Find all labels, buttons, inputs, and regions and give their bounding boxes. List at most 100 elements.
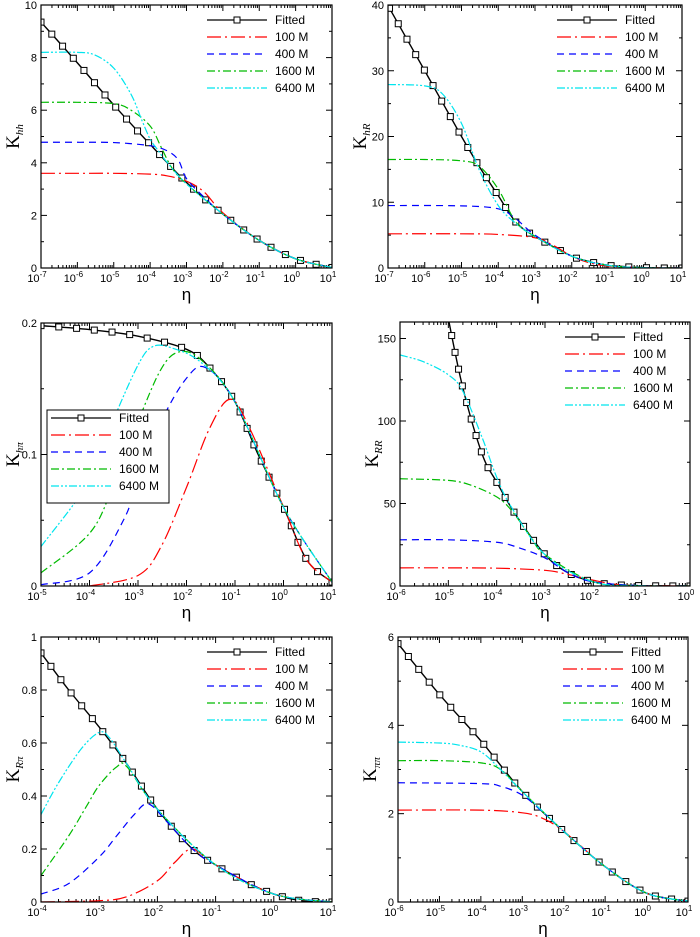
x-tick-label: 10-3 xyxy=(173,270,193,285)
x-tick-label: 10-5 xyxy=(100,270,120,285)
fitted-marker xyxy=(455,365,463,373)
legend-label: 400 M xyxy=(275,47,308,61)
legend-label: 1600 M xyxy=(275,696,315,710)
fitted-marker xyxy=(41,323,45,330)
fitted-marker xyxy=(314,568,322,576)
fitted-marker xyxy=(429,82,437,90)
fitted-marker xyxy=(41,649,45,657)
y-tick-label: 4 xyxy=(31,158,37,170)
legend-label: Fitted xyxy=(633,330,663,344)
fitted-marker xyxy=(119,754,127,762)
fitted-marker xyxy=(167,822,175,830)
y-tick-label: 8 xyxy=(31,53,37,65)
fitted-marker xyxy=(448,332,456,340)
fitted-marker xyxy=(404,652,412,660)
legend-label: 6400 M xyxy=(275,713,315,727)
y-tick-label: 4 xyxy=(388,720,394,732)
series-line-1600-m xyxy=(41,350,332,583)
plot-area xyxy=(388,5,682,268)
x-tick-label: 10-6 xyxy=(386,588,406,603)
fitted-marker xyxy=(143,334,151,342)
x-tick-label: 10-1 xyxy=(221,588,241,603)
x-tick-label: 10-1 xyxy=(246,270,266,285)
legend-label: 400 M xyxy=(275,679,308,693)
x-tick-label: 10-4 xyxy=(76,588,96,603)
x-tick-label: 10-1 xyxy=(595,270,615,285)
y-tick-label: 6 xyxy=(31,105,37,117)
y-tick-label: 50 xyxy=(384,499,396,511)
fitted-marker xyxy=(108,328,116,336)
fitted-marker xyxy=(112,103,120,111)
fitted-marker xyxy=(88,715,96,723)
y-tick-label: 2 xyxy=(388,809,394,821)
series-line-6400-m xyxy=(41,731,332,902)
legend-label: 6400 M xyxy=(633,398,673,412)
fitted-marker xyxy=(472,432,480,440)
y-tick-label: 1 xyxy=(31,632,37,644)
legend-label: 1600 M xyxy=(633,381,673,395)
legend-label: 400 M xyxy=(633,364,666,378)
fitted-marker xyxy=(126,331,134,339)
fitted-marker xyxy=(123,115,131,123)
legend-label: 1600 M xyxy=(275,64,315,78)
x-tick-label: 101 xyxy=(676,904,693,919)
fitted-marker xyxy=(90,326,98,334)
fitted-marker xyxy=(510,508,518,516)
x-axis-label: η xyxy=(530,285,539,304)
x-tick-label: 10-4 xyxy=(483,588,503,603)
y-tick-label: 0 xyxy=(388,897,394,909)
x-tick-label: 10-5 xyxy=(435,588,455,603)
plot-frame xyxy=(387,4,683,269)
x-tick-label: 10-6 xyxy=(64,270,84,285)
fitted-marker xyxy=(464,143,472,151)
fitted-marker xyxy=(436,691,444,699)
series-line-1600-m xyxy=(41,101,332,268)
x-tick-label: 10-5 xyxy=(426,904,446,919)
legend-label: 1600 M xyxy=(631,696,671,710)
x-tick-label: 100 xyxy=(633,270,650,285)
legend: Fitted 100 M 400 M 1600 M 6400 M xyxy=(557,13,665,95)
x-tick-label: 10-1 xyxy=(628,588,648,603)
y-tick-label: 6 xyxy=(388,632,394,644)
plot-area xyxy=(41,18,332,268)
y-axis-label: Khh xyxy=(3,124,26,149)
plot-area xyxy=(398,640,688,902)
legend-label: 6400 M xyxy=(631,713,671,727)
legend-label: 100 M xyxy=(633,347,666,361)
x-tick-label: 10-5 xyxy=(448,270,468,285)
legend-marker xyxy=(77,414,85,422)
fitted-marker xyxy=(178,343,186,351)
y-tick-label: 20 xyxy=(372,132,384,144)
series-line-6400-m xyxy=(41,51,332,268)
x-tick-label: 100 xyxy=(261,904,278,919)
fitted-marker xyxy=(193,351,201,359)
fitted-marker xyxy=(477,448,485,456)
fitted-marker xyxy=(686,582,690,586)
fitted-marker xyxy=(420,66,428,74)
fitted-marker xyxy=(41,18,45,26)
legend-label: 100 M xyxy=(275,30,308,44)
legend: Fitted 100 M 400 M 1600 M 6400 M xyxy=(565,330,673,412)
y-tick-label: 0 xyxy=(31,263,37,275)
x-axis-label: η xyxy=(538,919,547,937)
series-line-400-m xyxy=(400,539,690,586)
x-tick-label: 10-4 xyxy=(136,270,156,285)
legend-label: 1600 M xyxy=(625,64,665,78)
fitted-marker xyxy=(204,856,212,864)
fitted-marker xyxy=(55,323,63,331)
legend-marker xyxy=(583,16,591,24)
fitted-marker xyxy=(493,478,501,486)
x-tick-label: 10-2 xyxy=(173,588,193,603)
y-tick-label: 0.1 xyxy=(22,450,37,462)
fitted-marker xyxy=(451,348,459,356)
legend-marker xyxy=(591,333,599,341)
fitted-marker xyxy=(403,35,411,43)
y-tick-label: 0.6 xyxy=(22,738,37,750)
x-tick-label: 10-1 xyxy=(202,904,222,919)
legend-label: Fitted xyxy=(275,645,305,659)
x-tick-label: 10-6 xyxy=(411,270,431,285)
y-tick-label: 0.8 xyxy=(22,685,37,697)
fitted-marker xyxy=(467,415,475,423)
series-line-1600-m xyxy=(398,759,688,902)
x-tick-label: 10-4 xyxy=(485,270,505,285)
